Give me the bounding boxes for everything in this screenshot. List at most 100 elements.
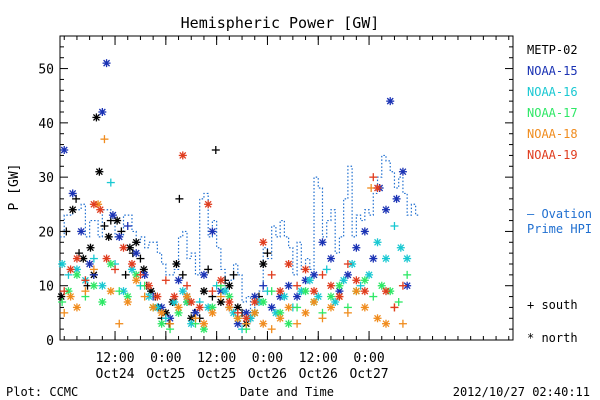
north-point <box>183 292 192 301</box>
y-tick-label: 50 <box>38 63 54 78</box>
north-point <box>280 292 289 301</box>
x-tick-time: 0:00 <box>150 351 181 366</box>
north-point <box>259 260 268 268</box>
north-point <box>301 308 310 317</box>
north-point <box>259 298 268 306</box>
south-point <box>208 287 217 296</box>
north-point <box>102 254 111 263</box>
north-point <box>396 243 405 252</box>
south-point <box>89 254 98 263</box>
south-point <box>394 298 403 306</box>
north-point <box>102 59 111 68</box>
north-point <box>221 287 230 296</box>
north-point <box>58 260 67 268</box>
timestamp: 2012/10/27 02:40:11 <box>453 385 590 399</box>
north-point <box>108 211 117 220</box>
south-point <box>293 319 302 328</box>
legend-item: NOAA-18 <box>527 127 578 141</box>
north-point <box>305 276 314 285</box>
south-point <box>81 287 90 296</box>
x-tick-time: 12:00 <box>95 351 134 366</box>
north-point <box>352 287 361 296</box>
y-tick-label: 40 <box>38 117 54 132</box>
north-point <box>284 281 293 290</box>
north-point <box>284 303 293 312</box>
north-point <box>348 260 357 268</box>
north-point <box>352 276 361 285</box>
south-point <box>293 303 302 312</box>
north-point <box>170 298 179 306</box>
north-point <box>123 298 132 306</box>
data-points <box>57 59 412 334</box>
north-point <box>72 254 81 263</box>
north-point <box>208 308 217 317</box>
north-point <box>259 238 268 247</box>
south-point <box>121 270 130 279</box>
x-tick-date: Oct27 <box>349 367 388 382</box>
north-point <box>115 232 124 241</box>
north-point <box>225 281 234 290</box>
y-tick-label: 10 <box>38 280 54 295</box>
north-point <box>89 200 98 209</box>
north-point <box>174 303 183 312</box>
north-point <box>199 319 208 328</box>
north-point <box>68 205 77 214</box>
north-point <box>166 314 175 323</box>
north-point <box>132 249 141 258</box>
south-point <box>343 308 352 317</box>
y-tick-label: 0 <box>46 334 54 349</box>
north-point <box>331 298 340 306</box>
north-point <box>174 308 183 317</box>
legend-item: NOAA-15 <box>527 64 578 78</box>
north-point <box>392 194 401 203</box>
north-point <box>335 281 344 290</box>
south-point <box>369 173 378 182</box>
north-point <box>57 292 66 301</box>
north-point <box>326 281 335 290</box>
north-point <box>139 265 148 274</box>
north-point <box>276 308 285 317</box>
south-point <box>398 281 407 290</box>
plot-credit: Plot: CCMC <box>6 385 78 399</box>
north-point <box>381 205 390 214</box>
north-point <box>314 292 323 301</box>
north-point <box>98 108 107 116</box>
north-point <box>191 308 200 317</box>
south-point <box>318 314 327 323</box>
south-point <box>183 281 192 290</box>
south-point <box>81 276 90 285</box>
south-point <box>267 270 276 279</box>
north-point <box>216 276 225 285</box>
north-point <box>267 303 276 312</box>
south-point <box>100 222 109 230</box>
north-point <box>250 298 259 306</box>
chart-title: Hemispheric Power [GW] <box>181 14 380 32</box>
north-point <box>284 319 293 328</box>
north-point <box>157 308 166 317</box>
legend-item: NOAA-17 <box>527 106 578 120</box>
south-point <box>136 270 145 279</box>
x-axis-label: Date and Time <box>240 385 334 399</box>
north-point <box>326 292 335 301</box>
south-point <box>89 265 98 274</box>
x-tick-date: Oct25 <box>197 367 236 382</box>
south-point <box>398 319 407 328</box>
north-point <box>174 276 183 285</box>
x-tick-date: Oct24 <box>95 367 134 382</box>
south-point <box>115 319 124 328</box>
north-point <box>284 260 293 268</box>
north-point <box>178 287 187 296</box>
south-point <box>60 287 69 296</box>
y-tick-labels: 0 10 20 30 40 50 <box>38 63 54 349</box>
south-point <box>216 292 225 301</box>
north-point <box>157 319 166 328</box>
north-point <box>310 270 319 279</box>
south-point <box>369 292 378 301</box>
north-point <box>95 167 104 176</box>
north-point <box>343 270 352 279</box>
legend: METP-02 NOAA-15 NOAA-16 NOAA-17 NOAA-18 NOAA-… <box>527 43 578 162</box>
north-point <box>301 287 310 296</box>
north-point <box>172 260 181 268</box>
x-tick-date: Oct26 <box>299 367 338 382</box>
south-point <box>161 276 170 285</box>
